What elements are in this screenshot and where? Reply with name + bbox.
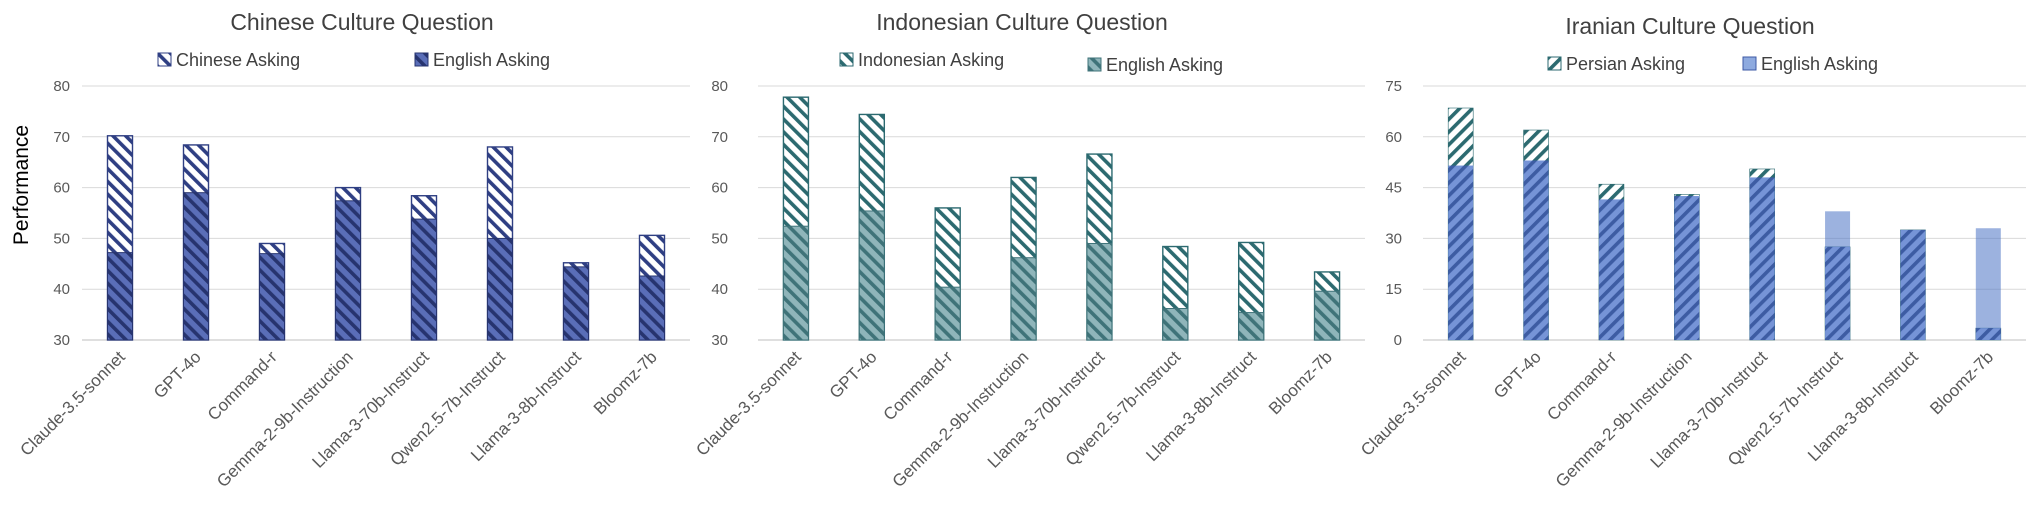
- y-tick-label: 50: [711, 230, 728, 247]
- y-tick-label: 30: [1385, 230, 1402, 247]
- bar-overlap: [1975, 328, 2001, 340]
- bar-english-asking: [411, 218, 437, 341]
- iranian-culture-panel: Iranian Culture Question 0 15 30 45 60 75 Persi…: [1357, 13, 2026, 491]
- x-tick-label: Command-r: [880, 347, 957, 424]
- bar-english-asking: [782, 225, 809, 341]
- chart-title: Chinese Culture Question: [230, 9, 493, 35]
- chinese-culture-panel: Chinese Culture Question 30 40 50 60 70 80 Chin…: [16, 9, 690, 491]
- bar-overlap: [1523, 160, 1549, 340]
- bar-english-asking: [1162, 308, 1189, 341]
- y-tick-label: 15: [1385, 281, 1402, 298]
- bar-english-asking: [259, 253, 285, 341]
- y-tick-label: 30: [711, 332, 728, 349]
- bar-english-asking: [858, 210, 885, 341]
- bar-english-asking: [563, 266, 589, 341]
- bar-english-asking: [1314, 290, 1341, 341]
- y-tick-label: 80: [711, 78, 728, 95]
- bar-overlap: [1598, 199, 1624, 340]
- legend-label: English Asking: [433, 50, 550, 70]
- bar-english-asking: [183, 192, 209, 341]
- bar-english-asking: [934, 286, 961, 341]
- legend-swatch: [1742, 56, 1757, 71]
- x-tick-label: Gemma-2-9b-Instruction: [889, 347, 1033, 491]
- x-tick-label: Claude-3.5-sonnet: [16, 347, 129, 460]
- y-tick-label: 50: [53, 230, 70, 247]
- y-tick-label: 60: [53, 180, 70, 197]
- x-tick-label: Gemma-2-9b-Instruction: [213, 347, 357, 491]
- bar-overlap: [1749, 177, 1775, 340]
- legend-swatch: [839, 52, 854, 67]
- x-tick-label: Claude-3.5-sonnet: [1357, 347, 1470, 460]
- y-tick-label: 60: [711, 180, 728, 197]
- x-tick-label: GPT-4o: [826, 347, 881, 402]
- y-axis-label: Performance: [10, 125, 33, 245]
- legend-swatch: [1087, 57, 1102, 72]
- y-tick-label: 30: [53, 332, 70, 349]
- chart-title: Iranian Culture Question: [1565, 13, 1814, 39]
- bar-english-asking: [1238, 312, 1265, 341]
- legend-label: English Asking: [1761, 54, 1878, 74]
- x-tick-label: Gemma-2-9b-Instruction: [1552, 347, 1696, 491]
- y-tick-label: 60: [1385, 129, 1402, 146]
- bar-overlap: [1674, 196, 1700, 340]
- chart-title: Indonesian Culture Question: [876, 9, 1168, 35]
- y-tick-label: 40: [53, 281, 70, 298]
- legend-label: Persian Asking: [1566, 54, 1685, 74]
- x-tick-label: Bloomz-7b: [1926, 347, 1997, 418]
- bar-english-asking: [487, 237, 513, 341]
- legend-swatch: [157, 52, 172, 67]
- legend-label: Chinese Asking: [176, 50, 300, 70]
- x-tick-label: Claude-3.5-sonnet: [692, 347, 805, 460]
- indonesian-culture-panel: Indonesian Culture Question 30 40 50 60 70 80 I…: [692, 9, 1365, 491]
- y-tick-label: 45: [1385, 180, 1402, 197]
- x-tick-label: Command-r: [1543, 347, 1620, 424]
- x-tick-label: GPT-4o: [1490, 347, 1545, 402]
- y-tick-label: 40: [711, 281, 728, 298]
- y-tick-label: 70: [711, 129, 728, 146]
- legend-label: English Asking: [1106, 55, 1223, 75]
- legend-label: Indonesian Asking: [858, 50, 1004, 70]
- x-tick-label: Bloomz-7b: [590, 347, 661, 418]
- bar-overlap: [1825, 246, 1851, 340]
- x-tick-label: GPT-4o: [150, 347, 205, 402]
- x-tick-label: Bloomz-7b: [1265, 347, 1336, 418]
- y-tick-label: 0: [1394, 332, 1402, 349]
- bar-english-asking: [1010, 257, 1037, 341]
- y-tick-label: 70: [53, 129, 70, 146]
- legend-swatch: [414, 52, 429, 67]
- bar-english-asking: [107, 252, 133, 341]
- x-tick-label: Command-r: [204, 347, 281, 424]
- bar-english-asking: [1086, 242, 1113, 341]
- bar-english-asking: [1975, 228, 2001, 340]
- y-tick-label: 80: [53, 78, 70, 95]
- bar-overlap: [1448, 165, 1474, 340]
- bar-english-asking: [335, 200, 361, 341]
- legend-swatch: [1547, 56, 1562, 71]
- y-tick-label: 75: [1385, 78, 1402, 95]
- bar-english-asking: [639, 275, 665, 341]
- bar-overlap: [1900, 229, 1926, 340]
